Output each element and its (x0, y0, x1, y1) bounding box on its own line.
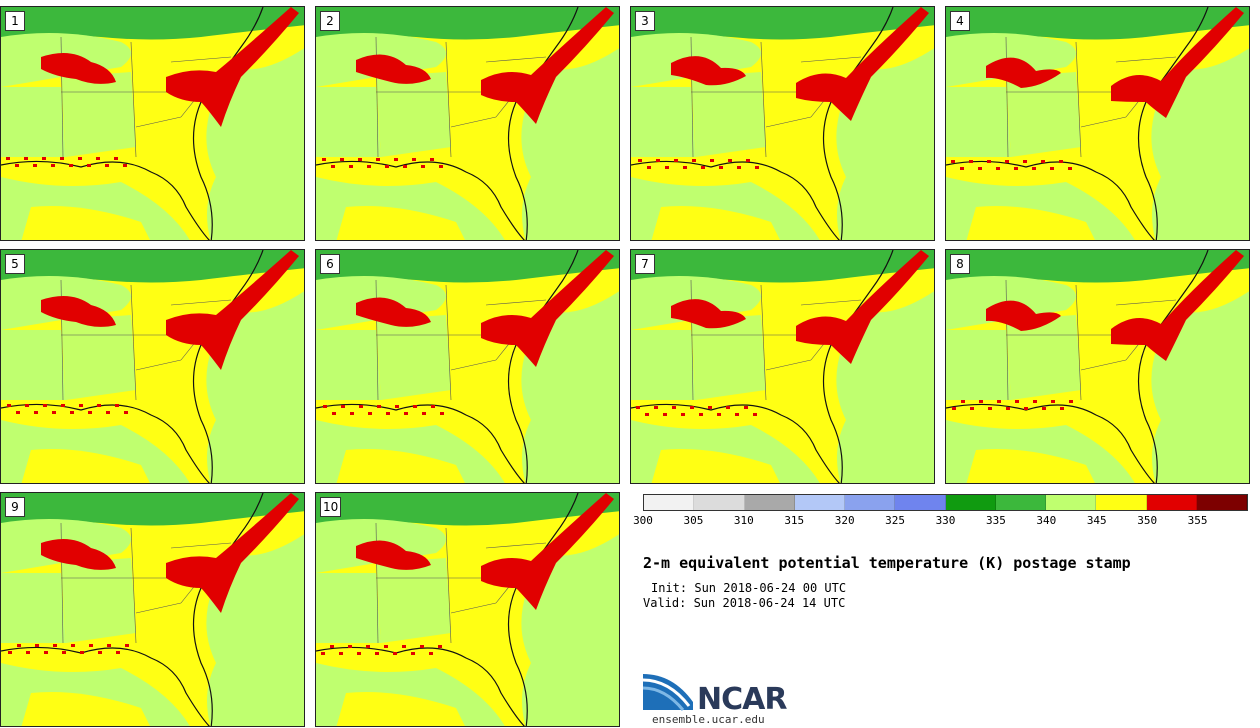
panel-label: 2 (320, 11, 340, 31)
valid-time: Valid: Sun 2018-06-24 14 UTC (643, 596, 846, 610)
colorbar-segment (694, 495, 745, 510)
map (1, 7, 304, 240)
ensemble-url: ensemble.ucar.edu (652, 713, 765, 726)
ensemble-member-panel-2: 2 (315, 6, 620, 241)
ensemble-member-panel-3: 3 (630, 6, 935, 241)
colorbar-tick-label: 350 (1137, 514, 1158, 527)
map (316, 7, 619, 240)
map (316, 493, 619, 726)
colorbar-segment (1196, 495, 1247, 510)
panel-label: 7 (635, 254, 655, 274)
ensemble-member-panel-6: 6 (315, 249, 620, 484)
panel-label: 9 (5, 497, 25, 517)
colorbar-segment (744, 495, 795, 510)
colorbar-segment (945, 495, 996, 510)
map (631, 7, 934, 240)
colorbar-tick-label: 330 (935, 514, 956, 527)
colorbar-segment (1096, 495, 1147, 510)
map (946, 250, 1249, 483)
ensemble-member-panel-7: 7 (630, 249, 935, 484)
panel-label: 1 (5, 11, 25, 31)
colorbar-segment (644, 495, 695, 510)
colorbar-tick-label: 300 (633, 514, 653, 527)
colorbar-segment (895, 495, 946, 510)
panel-label: 3 (635, 11, 655, 31)
map (946, 7, 1249, 240)
map (1, 250, 304, 483)
map (316, 250, 619, 483)
ensemble-member-panel-1: 1 (0, 6, 305, 241)
colorbar-tick-label: 335 (985, 514, 1006, 527)
map (1, 493, 304, 726)
colorbar-tick-label: 355 (1187, 514, 1208, 527)
panel-label: 8 (950, 254, 970, 274)
colorbar-segment (1146, 495, 1197, 510)
colorbar-segment (1046, 495, 1097, 510)
ncar-logo-text: NCAR (697, 682, 787, 717)
ensemble-member-panel-9: 9 (0, 492, 305, 727)
init-time: Init: Sun 2018-06-24 00 UTC (651, 581, 847, 595)
panel-label: 10 (320, 497, 342, 517)
colorbar-tick-label: 305 (683, 514, 704, 527)
panel-label: 6 (320, 254, 340, 274)
colorbar-segment (845, 495, 896, 510)
map (631, 250, 934, 483)
ncar-logo-icon (643, 674, 693, 711)
ensemble-member-panel-8: 8 (945, 249, 1250, 484)
panel-label: 5 (5, 254, 25, 274)
ensemble-member-panel-4: 4 (945, 6, 1250, 241)
panel-label: 4 (950, 11, 970, 31)
colorbar-tick-label: 310 (733, 514, 754, 527)
colorbar-segment (995, 495, 1046, 510)
colorbar-tick-label: 325 (885, 514, 906, 527)
plot-title: 2-m equivalent potential temperature (K)… (643, 554, 1131, 572)
ensemble-member-panel-10: 10 (315, 492, 620, 727)
colorbar-ticks: 300 305 310 315 320 325 330 335 340 345 350 355 (633, 514, 1248, 528)
colorbar-tick-label: 315 (784, 514, 805, 527)
colorbar-segment (794, 495, 845, 510)
colorbar-tick-label: 345 (1086, 514, 1107, 527)
colorbar-tick-label: 320 (834, 514, 855, 527)
colorbar (643, 494, 1248, 511)
colorbar-tick-label: 340 (1036, 514, 1057, 527)
ensemble-member-panel-5: 5 (0, 249, 305, 484)
